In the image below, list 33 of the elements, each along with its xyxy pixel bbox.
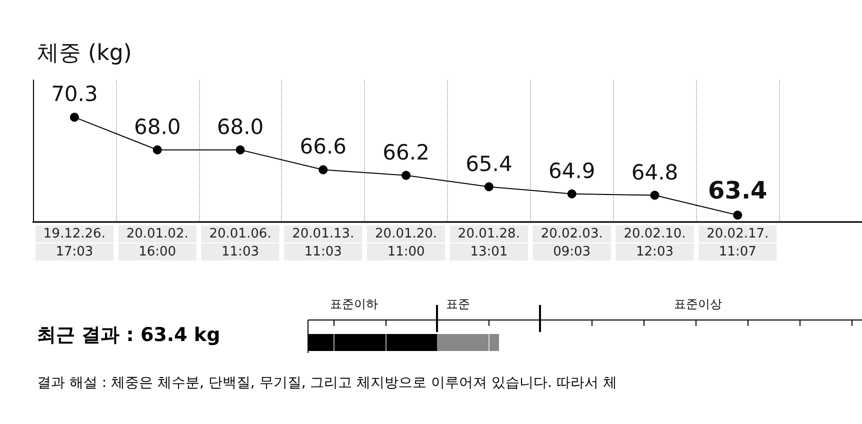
point	[733, 210, 742, 220]
text: 결과 해설 : 체중은 체수분, 단백질, 무기질, 그리고 체지방으로 이루어져 있습니다. 따라서 체	[37, 374, 618, 392]
chart-title: 체중 (kg)	[37, 40, 132, 68]
data-label: 70.3	[51, 82, 98, 106]
data-label: 68.0	[216, 114, 264, 139]
data-label: 66.2	[382, 140, 430, 164]
x-tick-label: 20.01.28. 13:01	[458, 226, 520, 260]
data-label: 66.6	[300, 134, 347, 159]
point	[236, 145, 245, 154]
x-tick-label: 20.01.20. 11:00	[375, 226, 438, 260]
point	[567, 189, 576, 198]
data-label: 65.4	[466, 152, 512, 176]
x-tick-label: 20.01.02. 16:00	[126, 226, 188, 260]
data-label: 68.0	[134, 114, 181, 139]
data-label: 64.8	[631, 160, 678, 184]
text: 표준이하	[330, 296, 378, 313]
point	[152, 145, 162, 154]
x-tick-label: 20.01.13. 11:03	[292, 226, 354, 260]
point	[650, 190, 660, 200]
text: 표준이상	[674, 296, 722, 313]
data-label: 63.4	[708, 176, 768, 205]
text: 최근 결과 : 63.4 kg	[37, 323, 220, 348]
point	[318, 165, 328, 174]
data-label: 64.9	[548, 158, 596, 183]
point	[70, 112, 79, 122]
x-tick-label: 20.01.06. 11:03	[209, 226, 272, 260]
point	[484, 182, 494, 192]
text: 표준	[446, 296, 470, 313]
point	[402, 170, 411, 180]
x-tick-label: 19.12.26. 17:03	[43, 226, 106, 260]
x-tick-label: 20.02.10. 12:03	[624, 226, 686, 260]
x-tick-label: 20.02.17. 11:07	[706, 226, 769, 260]
x-tick-label: 20.02.03. 09:03	[540, 226, 603, 260]
